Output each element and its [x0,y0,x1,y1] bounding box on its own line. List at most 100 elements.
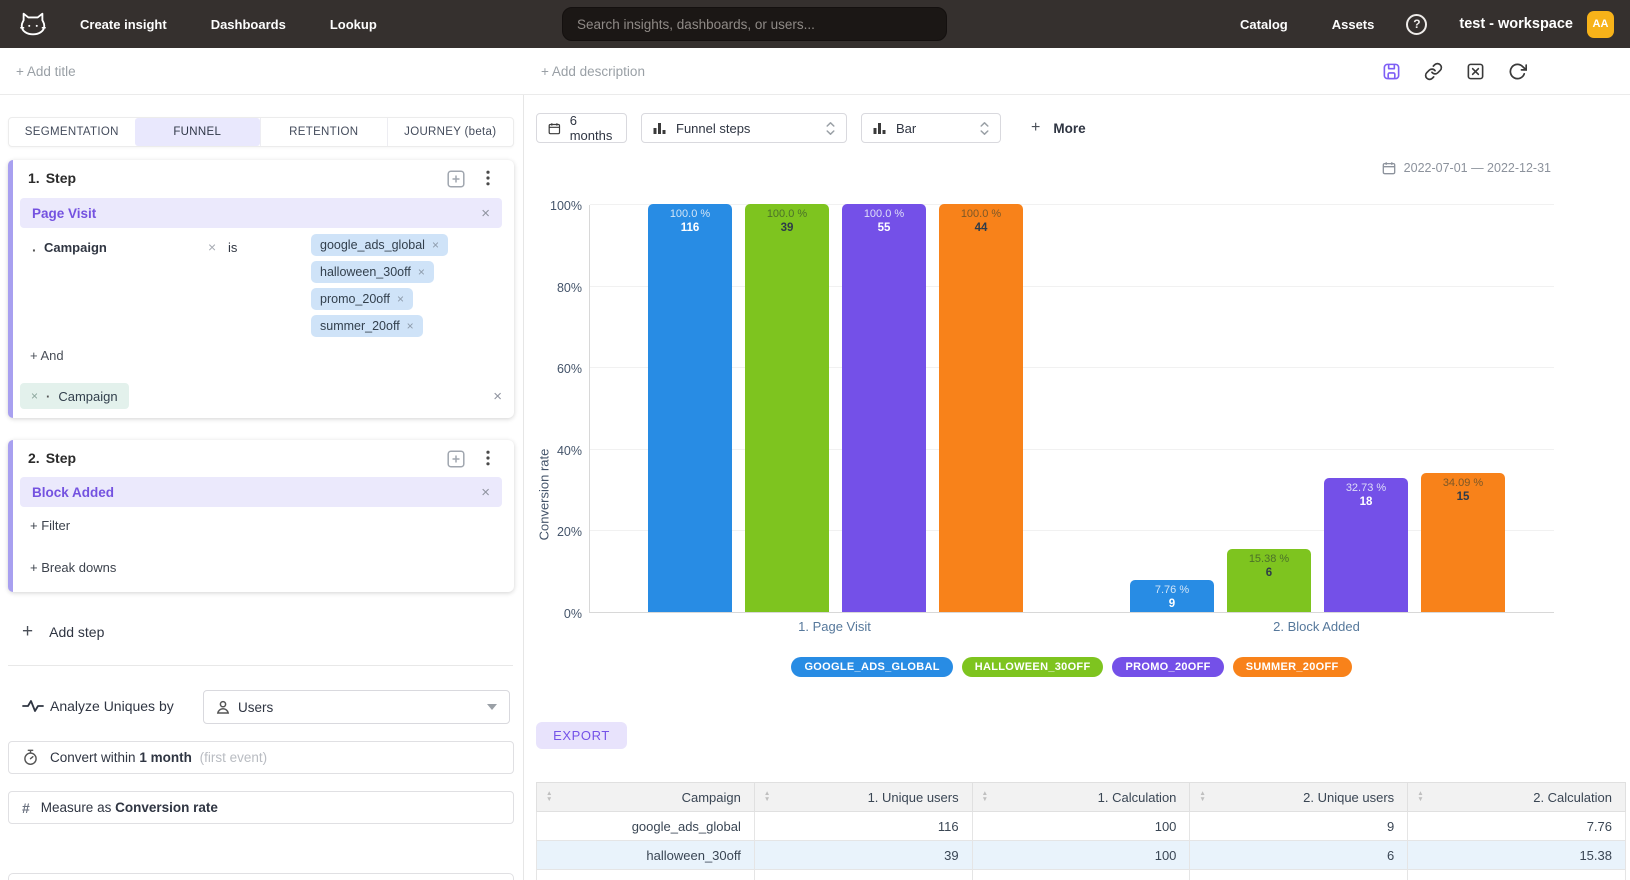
chip-remove-icon[interactable]: × [406,319,414,333]
sort-icon[interactable]: ▲ ▼ [546,790,553,803]
remove-event-icon[interactable]: × [481,204,490,222]
filter-value-chip[interactable]: promo_20off × [311,288,413,310]
help-icon[interactable]: ? [1406,13,1428,35]
save-icon[interactable] [1382,62,1401,81]
gridline [590,367,1554,369]
add-breakdowns-button[interactable]: + Break downs [30,560,117,575]
refresh-icon[interactable] [1508,62,1527,81]
sort-icon[interactable]: ▲ ▼ [981,790,989,803]
bar-google-ads-global[interactable]: 100.0 % 116 [648,204,732,612]
sort-icon[interactable]: ▲ ▼ [1199,790,1206,803]
bar-group: 100.0 % 116 100.0 % 39 100.0 % 55 100.0 % 44 [648,204,1023,612]
remove-event-icon[interactable]: × [481,483,490,501]
sort-icon[interactable]: ▲ ▼ [763,790,771,803]
filter-operator[interactable]: is [228,240,238,255]
view-select[interactable]: Funnel steps [641,113,847,143]
col-header-label: 1. Unique users [867,789,959,805]
tab-retention[interactable]: RETENTION [260,118,387,146]
close-square-icon[interactable] [1466,62,1485,81]
table-cell [536,869,755,880]
chip-label: summer_20off [320,319,400,333]
filter-value-chip[interactable]: summer_20off × [311,315,423,337]
y-tick-label: 60% [556,362,582,377]
filter-value-chip[interactable]: halloween_30off × [311,261,434,283]
bar-google-ads-global[interactable]: 7.76 % 9 [1130,580,1214,612]
col-header-2-calculation[interactable]: ▲ ▼ 2. Calculation [1407,782,1626,812]
table-row[interactable]: halloween_30off 39 100 6 15.38 [536,840,1626,870]
add-and-condition-button[interactable]: + And [30,348,64,363]
partially-visible-control [8,873,514,880]
date-range: 2022-07-01 — 2022-12-31 [1382,161,1551,175]
filter-value-chip[interactable]: google_ads_global × [311,234,448,256]
col-header-2-unique-users[interactable]: ▲ ▼ 2. Unique users [1189,782,1409,812]
col-header-label: 2. Unique users [1303,789,1395,805]
step-2-event-row[interactable]: Block Added × [20,477,502,507]
avatar[interactable]: AA [1587,10,1614,38]
col-header-1-unique-users[interactable]: ▲ ▼ 1. Unique users [753,782,973,812]
calendar-icon [1382,162,1396,175]
bar-promo-20off[interactable]: 100.0 % 55 [842,204,926,612]
add-filter-square-icon[interactable] [447,450,465,473]
add-filter-button[interactable]: + Filter [30,518,71,533]
analyze-uniques-select[interactable]: Users [203,690,510,724]
legend-item-google-ads-global[interactable]: GOOGLE_ADS_GLOBAL [791,657,953,677]
nav-item-dashboards[interactable]: Dashboards [210,16,286,32]
measure-as-control[interactable]: # Measure as Conversion rate [8,791,514,824]
breakdown-chip[interactable]: × · Campaign [20,383,129,409]
link-icon[interactable] [1424,62,1443,81]
bar-summer-20off[interactable]: 100.0 % 44 [939,204,1023,612]
nav-item-assets[interactable]: Assets [1331,16,1375,32]
bar-label: 100.0 % 116 [669,208,711,234]
remove-breakdown-icon[interactable]: × [31,389,39,403]
add-title-button[interactable]: + Add title [16,63,76,79]
col-header-label: 2. Calculation [1533,789,1612,805]
insight-type-tabs: SEGMENTATION FUNNEL RETENTION JOURNEY (beta… [8,117,514,147]
pulse-icon [22,698,44,719]
chart-type-select[interactable]: Bar [861,113,1001,143]
export-button[interactable]: EXPORT [536,722,627,749]
add-step-button[interactable]: + Add step [22,622,104,641]
chip-remove-icon[interactable]: × [396,292,404,306]
tab-journey-beta[interactable]: JOURNEY (beta) [386,118,514,146]
chip-remove-icon[interactable]: × [431,238,439,252]
top-navigation: Create insight Dashboards Lookup Catalog As… [0,0,1630,48]
col-header-campaign[interactable]: ▲ ▼ Campaign [536,782,755,812]
filter-property[interactable]: Campaign [44,240,107,255]
view-select-value: Funnel steps [676,120,751,136]
add-description-button[interactable]: + Add description [541,63,645,79]
kebab-menu-icon[interactable] [486,170,490,191]
bar-promo-20off[interactable]: 32.73 % 18 [1324,478,1408,612]
remove-filter-icon[interactable]: × [208,239,217,255]
y-tick-label: 40% [556,443,582,458]
nav-item-lookup[interactable]: Lookup [329,16,377,32]
remove-breakdown-row-icon[interactable]: × [493,387,502,405]
date-preset-button[interactable]: 6 months [536,113,627,143]
table-row[interactable]: google_ads_global 116 100 9 7.76 [536,811,1626,841]
global-search-input[interactable] [562,7,947,41]
col-header-1-calculation[interactable]: ▲ ▼ 1. Calculation [971,782,1191,812]
step-number: 1. [28,170,40,186]
bar-halloween-30off[interactable]: 15.38 % 6 [1227,549,1311,612]
app-logo-cat-icon[interactable] [16,7,50,41]
legend-item-promo-20off[interactable]: PROMO_20OFF [1112,657,1224,677]
legend-item-summer-20off[interactable]: SUMMER_20OFF [1232,657,1352,677]
bar-halloween-30off[interactable]: 100.0 % 39 [745,204,829,612]
workspace-name[interactable]: test - workspace [1459,16,1573,32]
sort-icon[interactable]: ▲ ▼ [1417,790,1424,803]
nav-item-create-insight[interactable]: Create insight [80,16,167,32]
add-filter-square-icon[interactable] [447,170,465,193]
step-1-event-row[interactable]: Page Visit × [20,198,502,228]
bar-chart-icon [873,122,886,134]
kebab-menu-icon[interactable] [486,450,490,471]
tab-funnel[interactable]: FUNNEL [134,118,260,146]
more-button[interactable]: + More [1031,119,1086,137]
step-2-header: 2. Step [28,450,76,466]
tab-segmentation[interactable]: SEGMENTATION [24,126,119,138]
nav-item-catalog[interactable]: Catalog [1240,16,1288,32]
chip-remove-icon[interactable]: × [417,265,425,279]
bar-summer-20off[interactable]: 34.09 % 15 [1421,473,1505,612]
bar-label: 15.38 % 6 [1248,553,1290,579]
convert-within-control[interactable]: Convert within 1 month (first event) [8,741,514,774]
legend-item-halloween-30off[interactable]: HALLOWEEN_30OFF [961,657,1104,677]
plus-icon: + [1031,119,1041,136]
